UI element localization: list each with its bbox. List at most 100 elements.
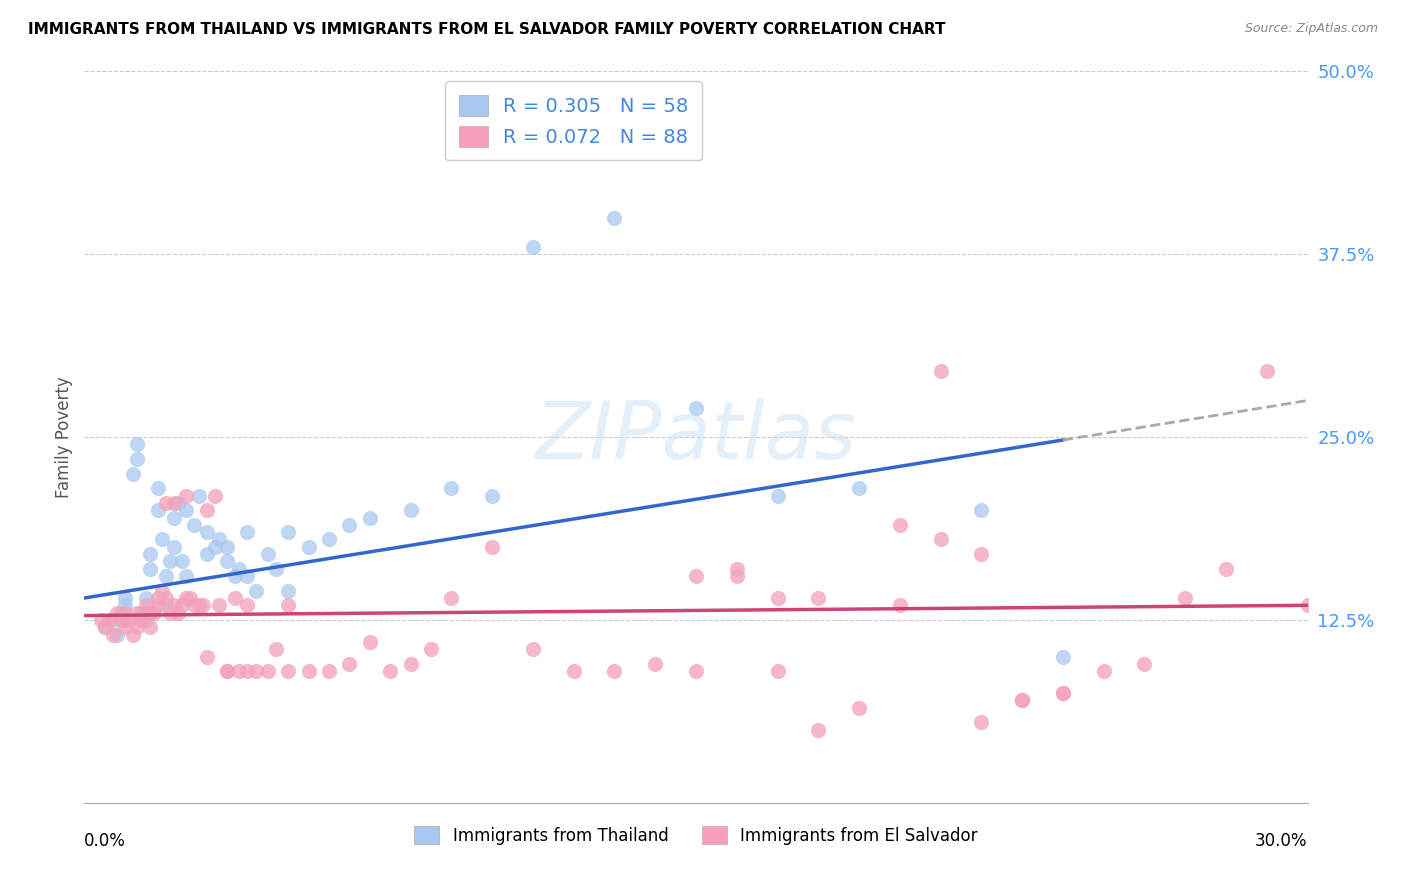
Point <box>101 613 124 627</box>
Legend: Immigrants from Thailand, Immigrants from El Salvador: Immigrants from Thailand, Immigrants fro… <box>406 818 986 853</box>
Point <box>399 657 422 671</box>
Point <box>114 599 136 613</box>
Point <box>228 562 250 576</box>
Point <box>195 547 218 561</box>
Point <box>277 599 299 613</box>
Point <box>146 481 169 495</box>
Point <box>135 606 157 620</box>
Point <box>766 489 789 503</box>
Point <box>131 606 153 620</box>
Text: IMMIGRANTS FROM THAILAND VS IMMIGRANTS FROM EL SALVADOR FAMILY POVERTY CORRELATI: IMMIGRANTS FROM THAILAND VS IMMIGRANTS F… <box>28 22 946 37</box>
Point <box>1174 591 1197 605</box>
Point <box>127 620 149 634</box>
Point <box>889 599 911 613</box>
Point <box>146 591 169 605</box>
Point <box>1052 686 1074 700</box>
Point <box>138 562 160 576</box>
Point <box>155 496 177 510</box>
Point <box>167 496 190 510</box>
Point <box>970 547 993 561</box>
Point <box>114 620 136 634</box>
Point <box>174 569 197 583</box>
Point <box>110 606 132 620</box>
Point <box>208 533 231 547</box>
Point <box>970 503 993 517</box>
Point <box>1296 599 1319 613</box>
Point <box>440 591 463 605</box>
Point <box>380 664 402 678</box>
Point <box>163 510 186 524</box>
Point <box>93 620 115 634</box>
Point <box>174 503 197 517</box>
Point <box>399 503 422 517</box>
Point <box>481 540 503 554</box>
Point <box>603 664 626 678</box>
Point <box>101 627 124 641</box>
Point <box>298 664 321 678</box>
Point <box>224 591 246 605</box>
Point <box>257 547 280 561</box>
Point <box>245 664 267 678</box>
Point <box>224 569 246 583</box>
Point <box>122 467 145 481</box>
Text: Source: ZipAtlas.com: Source: ZipAtlas.com <box>1244 22 1378 36</box>
Point <box>298 540 321 554</box>
Point <box>236 664 259 678</box>
Point <box>135 613 157 627</box>
Point <box>187 489 209 503</box>
Point <box>187 599 209 613</box>
Point <box>122 627 145 641</box>
Point <box>163 599 186 613</box>
Point <box>114 591 136 605</box>
Point <box>159 554 181 568</box>
Point <box>1011 693 1033 707</box>
Point <box>644 657 666 671</box>
Point <box>236 569 259 583</box>
Point <box>807 723 830 737</box>
Point <box>155 569 177 583</box>
Point <box>264 642 287 657</box>
Point <box>766 591 789 605</box>
Y-axis label: Family Poverty: Family Poverty <box>55 376 73 498</box>
Point <box>191 599 214 613</box>
Point <box>929 364 952 378</box>
Point <box>135 599 157 613</box>
Point <box>118 613 141 627</box>
Point <box>138 620 160 634</box>
Point <box>217 540 239 554</box>
Point <box>217 664 239 678</box>
Point <box>195 649 218 664</box>
Point <box>359 635 381 649</box>
Point <box>257 664 280 678</box>
Point <box>174 489 197 503</box>
Point <box>172 599 194 613</box>
Point <box>204 540 226 554</box>
Point <box>114 606 136 620</box>
Point <box>970 715 993 730</box>
Point <box>163 496 186 510</box>
Point <box>138 547 160 561</box>
Point <box>685 569 707 583</box>
Point <box>183 599 205 613</box>
Point <box>174 591 197 605</box>
Point <box>90 613 112 627</box>
Point <box>685 401 707 415</box>
Point <box>146 503 169 517</box>
Point <box>142 606 165 620</box>
Point <box>318 664 340 678</box>
Point <box>236 525 259 540</box>
Point <box>1052 686 1074 700</box>
Point <box>889 517 911 532</box>
Point <box>159 606 181 620</box>
Point <box>929 533 952 547</box>
Point <box>217 554 239 568</box>
Point <box>1092 664 1115 678</box>
Point <box>150 533 173 547</box>
Point <box>264 562 287 576</box>
Point <box>440 481 463 495</box>
Point <box>807 591 830 605</box>
Point <box>110 613 132 627</box>
Point <box>114 613 136 627</box>
Point <box>725 569 748 583</box>
Point <box>93 620 115 634</box>
